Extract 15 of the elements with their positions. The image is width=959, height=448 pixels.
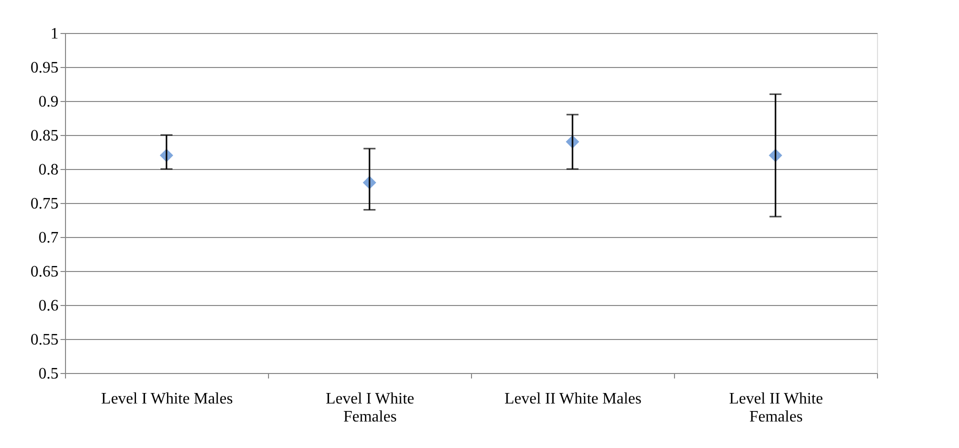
y-tick-label: 0.65 bbox=[30, 264, 58, 280]
x-tick-label: Level I White Females bbox=[326, 390, 414, 426]
y-tick-label: 0.7 bbox=[38, 230, 58, 246]
y-tick-label: 0.6 bbox=[38, 298, 58, 314]
x-tick-label: Level I White Males bbox=[101, 390, 233, 408]
y-tick-label: 0.85 bbox=[30, 128, 58, 144]
y-tick-label: 0.5 bbox=[38, 366, 58, 382]
y-tick-label: 0.9 bbox=[38, 94, 58, 110]
y-tick-label: 0.75 bbox=[30, 196, 58, 212]
y-tick-label: 0.55 bbox=[30, 332, 58, 348]
x-tick-label: Level II White Males bbox=[504, 390, 642, 408]
y-tick-label: 0.8 bbox=[38, 162, 58, 178]
x-tick-label: Level II White Females bbox=[729, 390, 823, 426]
y-tick-label: 1 bbox=[50, 26, 58, 42]
y-tick-label: 0.95 bbox=[30, 60, 58, 76]
